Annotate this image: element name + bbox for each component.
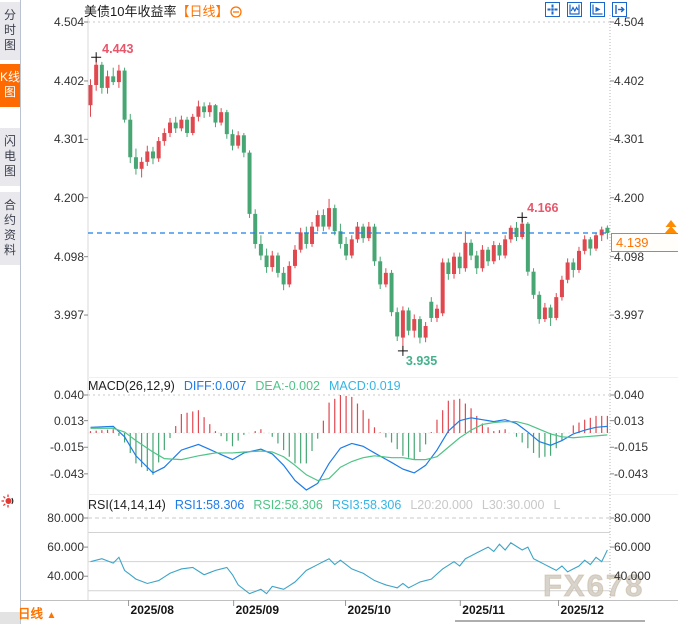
macd-lines-group xyxy=(90,417,608,491)
macd-histogram-group xyxy=(89,395,608,475)
scroll-position-indicator[interactable] xyxy=(455,620,645,622)
grid-group xyxy=(20,15,678,601)
rsi-line-group xyxy=(90,542,608,595)
rsi-axis-label: 60.000 xyxy=(614,540,651,555)
price-annotation: 4.443 xyxy=(102,42,134,57)
annotation-group xyxy=(91,52,528,356)
price-axis-label: 4.098 xyxy=(614,249,645,264)
macd-axis-label: 0.013 xyxy=(614,413,645,428)
expand-axis-icon[interactable] xyxy=(589,2,605,17)
x-axis-month-label: 2025/10 xyxy=(347,603,391,617)
rsi-l-value: L xyxy=(553,498,561,512)
price-axis-label: 4.098 xyxy=(53,249,84,264)
price-axis-label: 4.402 xyxy=(53,73,84,88)
macd-axis-label: 0.040 xyxy=(614,388,645,402)
rsi2-value: RSI2:58.306 xyxy=(253,498,323,512)
collapse-minus-icon[interactable] xyxy=(230,6,243,21)
price-axis-label: 4.301 xyxy=(53,132,84,147)
macd-axis-label: 0.013 xyxy=(53,413,84,428)
price-axis-label: 4.504 xyxy=(614,15,645,29)
current-price-tag: 4.139 xyxy=(611,233,678,252)
price-axis-label: 4.504 xyxy=(53,15,84,29)
macd-diff-line xyxy=(90,417,608,491)
macd-diff-value: DIFF:0.007 xyxy=(183,379,247,393)
x-axis-month-label: 2025/08 xyxy=(130,603,174,617)
rsi-line xyxy=(90,542,608,595)
x-axis-month-label: 2025/11 xyxy=(462,603,505,617)
rsi-l20-value: L20:20.000 xyxy=(410,498,473,512)
chart-toolbar xyxy=(545,2,630,20)
macd-axis-label: -0.015 xyxy=(614,440,649,455)
axis-ticks-group xyxy=(84,21,614,606)
price-axis-label: 4.200 xyxy=(53,190,84,205)
macd-axis-label: 0.040 xyxy=(53,388,84,402)
rsi3-value: RSI3:58.306 xyxy=(331,498,402,512)
sidebar-item-timeshare[interactable]: 分时图 xyxy=(0,2,20,60)
watermark: FX678 xyxy=(542,568,645,604)
macd-hist-value: MACD:0.019 xyxy=(329,379,401,393)
page-title: 美债10年收益率 xyxy=(84,4,177,19)
macd-name: MACD(26,12,9) xyxy=(88,379,175,393)
x-axis-month-label: 2025/09 xyxy=(235,603,280,617)
rsi-l30-value: L30:30.000 xyxy=(481,498,545,512)
rsi1-value: RSI1:58.306 xyxy=(174,498,245,512)
macd-header: MACD(26,12,9) DIFF:0.007 DEA:-0.002 MACD:0.… xyxy=(88,379,410,393)
alert-blink-icon[interactable] xyxy=(1,494,15,508)
macd-axis-label: -0.043 xyxy=(614,466,649,481)
price-axis-label: 3.997 xyxy=(53,308,84,323)
macd-dea-line xyxy=(90,421,608,482)
chart-header: 美债10年收益率【日线】 xyxy=(84,1,243,21)
sidebar-bottom-pad xyxy=(0,612,20,624)
rsi-axis-label: 40.000 xyxy=(614,569,651,584)
rsi-axis-label: 40.000 xyxy=(47,569,84,584)
period-arrow-icon: ▲ xyxy=(46,610,57,621)
macd-axis-label: -0.043 xyxy=(49,466,84,481)
sidebar-item-contract-info[interactable]: 合约资料 xyxy=(0,192,20,265)
price-axis-label: 3.997 xyxy=(614,308,645,323)
rsi-axis-label: 80.000 xyxy=(614,511,651,525)
pan-crosshair-icon[interactable] xyxy=(545,2,560,17)
price-annotation: 4.166 xyxy=(527,201,559,216)
rsi-axis-label: 60.000 xyxy=(47,540,84,555)
price-axis-label: 4.402 xyxy=(614,73,645,88)
period-selector[interactable]: 日线 ▲ xyxy=(18,603,56,622)
sidebar-item-kline[interactable]: K线图 xyxy=(0,64,20,107)
candles-group xyxy=(88,57,610,351)
price-arrow-marker xyxy=(664,220,678,234)
price-annotation: 3.935 xyxy=(405,353,438,368)
rsi-header: RSI(14,14,14) RSI1:58.306 RSI2:58.306 RSI3:… xyxy=(88,498,569,512)
x-axis-month-label: 2025/12 xyxy=(560,603,604,617)
price-axis-label: 4.301 xyxy=(614,132,645,147)
macd-dea-value: DEA:-0.002 xyxy=(255,379,320,393)
price-axis-label: 4.200 xyxy=(614,190,645,205)
compress-axis-icon[interactable] xyxy=(567,2,583,17)
period-label: 日线 xyxy=(18,607,44,621)
macd-axis-label: -0.015 xyxy=(49,440,84,455)
exit-right-icon[interactable] xyxy=(612,2,628,17)
period-tag: 【日线】 xyxy=(176,4,229,19)
rsi-name: RSI(14,14,14) xyxy=(88,498,166,512)
sidebar-item-flash[interactable]: 闪电图 xyxy=(0,128,20,186)
rsi-axis-label: 80.000 xyxy=(47,511,84,525)
sidebar-divider xyxy=(20,0,21,624)
